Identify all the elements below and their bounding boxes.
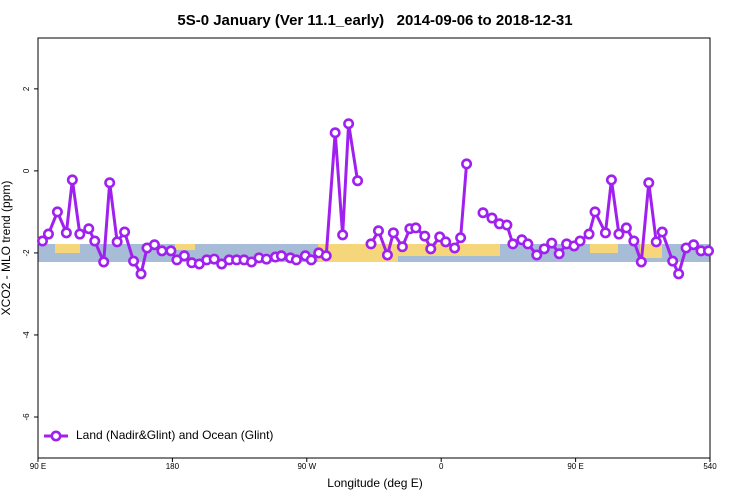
point [501,219,513,231]
point [522,238,534,250]
point [305,254,317,266]
point [42,228,54,240]
point [387,227,399,239]
y-tick-label: 0 [22,168,31,173]
legend-label: Land (Nadir&Glint) and Ocean (Glint) [76,428,273,442]
y-tick-label: -2 [22,249,31,257]
legend-marker [50,430,62,442]
land-patch [318,244,398,262]
point [396,241,408,253]
point [461,158,473,170]
x-tick-label: 180 [166,462,180,471]
land-patch [55,244,80,253]
point [635,256,647,268]
point [605,174,617,186]
point [531,249,543,261]
chart-title: 5S-0 January (Ver 11.1_early) 2014-09-06… [177,12,572,29]
y-axis-label: XCO2 - MLO trend (ppm) [0,181,13,316]
point [320,250,332,262]
land-patch [590,244,618,253]
point [111,236,123,248]
x-tick-label: 90 E [567,462,583,471]
x-axis-label: Longitude (deg E) [327,476,422,490]
point [104,177,116,189]
point [703,245,715,257]
point [650,236,662,248]
point [599,227,611,239]
land-patch [175,244,195,250]
point [381,249,393,261]
point [589,206,601,218]
x-tick-label: 0 [439,462,444,471]
y-tick-label: 2 [22,86,31,91]
point [74,228,86,240]
point [260,253,272,265]
point [83,223,95,235]
point [98,256,110,268]
point [135,268,147,280]
y-tick-label: -4 [22,331,31,339]
point [643,177,655,189]
point [553,248,565,260]
y-tick-label: -6 [22,413,31,421]
point [128,255,140,267]
point [36,235,48,247]
point [51,206,63,218]
point [410,222,422,234]
point [60,227,72,239]
point [275,250,287,262]
land-patch [640,244,662,258]
point [343,118,355,130]
x-tick-label: 90 E [30,462,46,471]
point [66,174,78,186]
point [329,127,341,139]
point [477,207,489,219]
point [425,243,437,255]
point [688,239,700,251]
point [507,238,519,250]
point [613,228,625,240]
point [574,235,586,247]
x-tick-label: 90 W [297,462,316,471]
point [290,254,302,266]
x-tick-label: 540 [703,462,717,471]
point [538,243,550,255]
point [583,228,595,240]
point [372,225,384,237]
point [148,239,160,251]
land-patch [398,244,500,256]
point [419,230,431,242]
point [673,268,685,280]
point [178,250,190,262]
point [365,238,377,250]
point [352,175,364,187]
point [620,222,632,234]
point [546,237,558,249]
point [89,235,101,247]
point [156,245,168,257]
point [119,226,131,238]
point [667,255,679,267]
point [628,235,640,247]
point [440,236,452,248]
point [337,229,349,241]
point [656,226,668,238]
point [208,253,220,265]
point [486,212,498,224]
point [449,242,461,254]
point [165,245,177,257]
point [455,232,467,244]
